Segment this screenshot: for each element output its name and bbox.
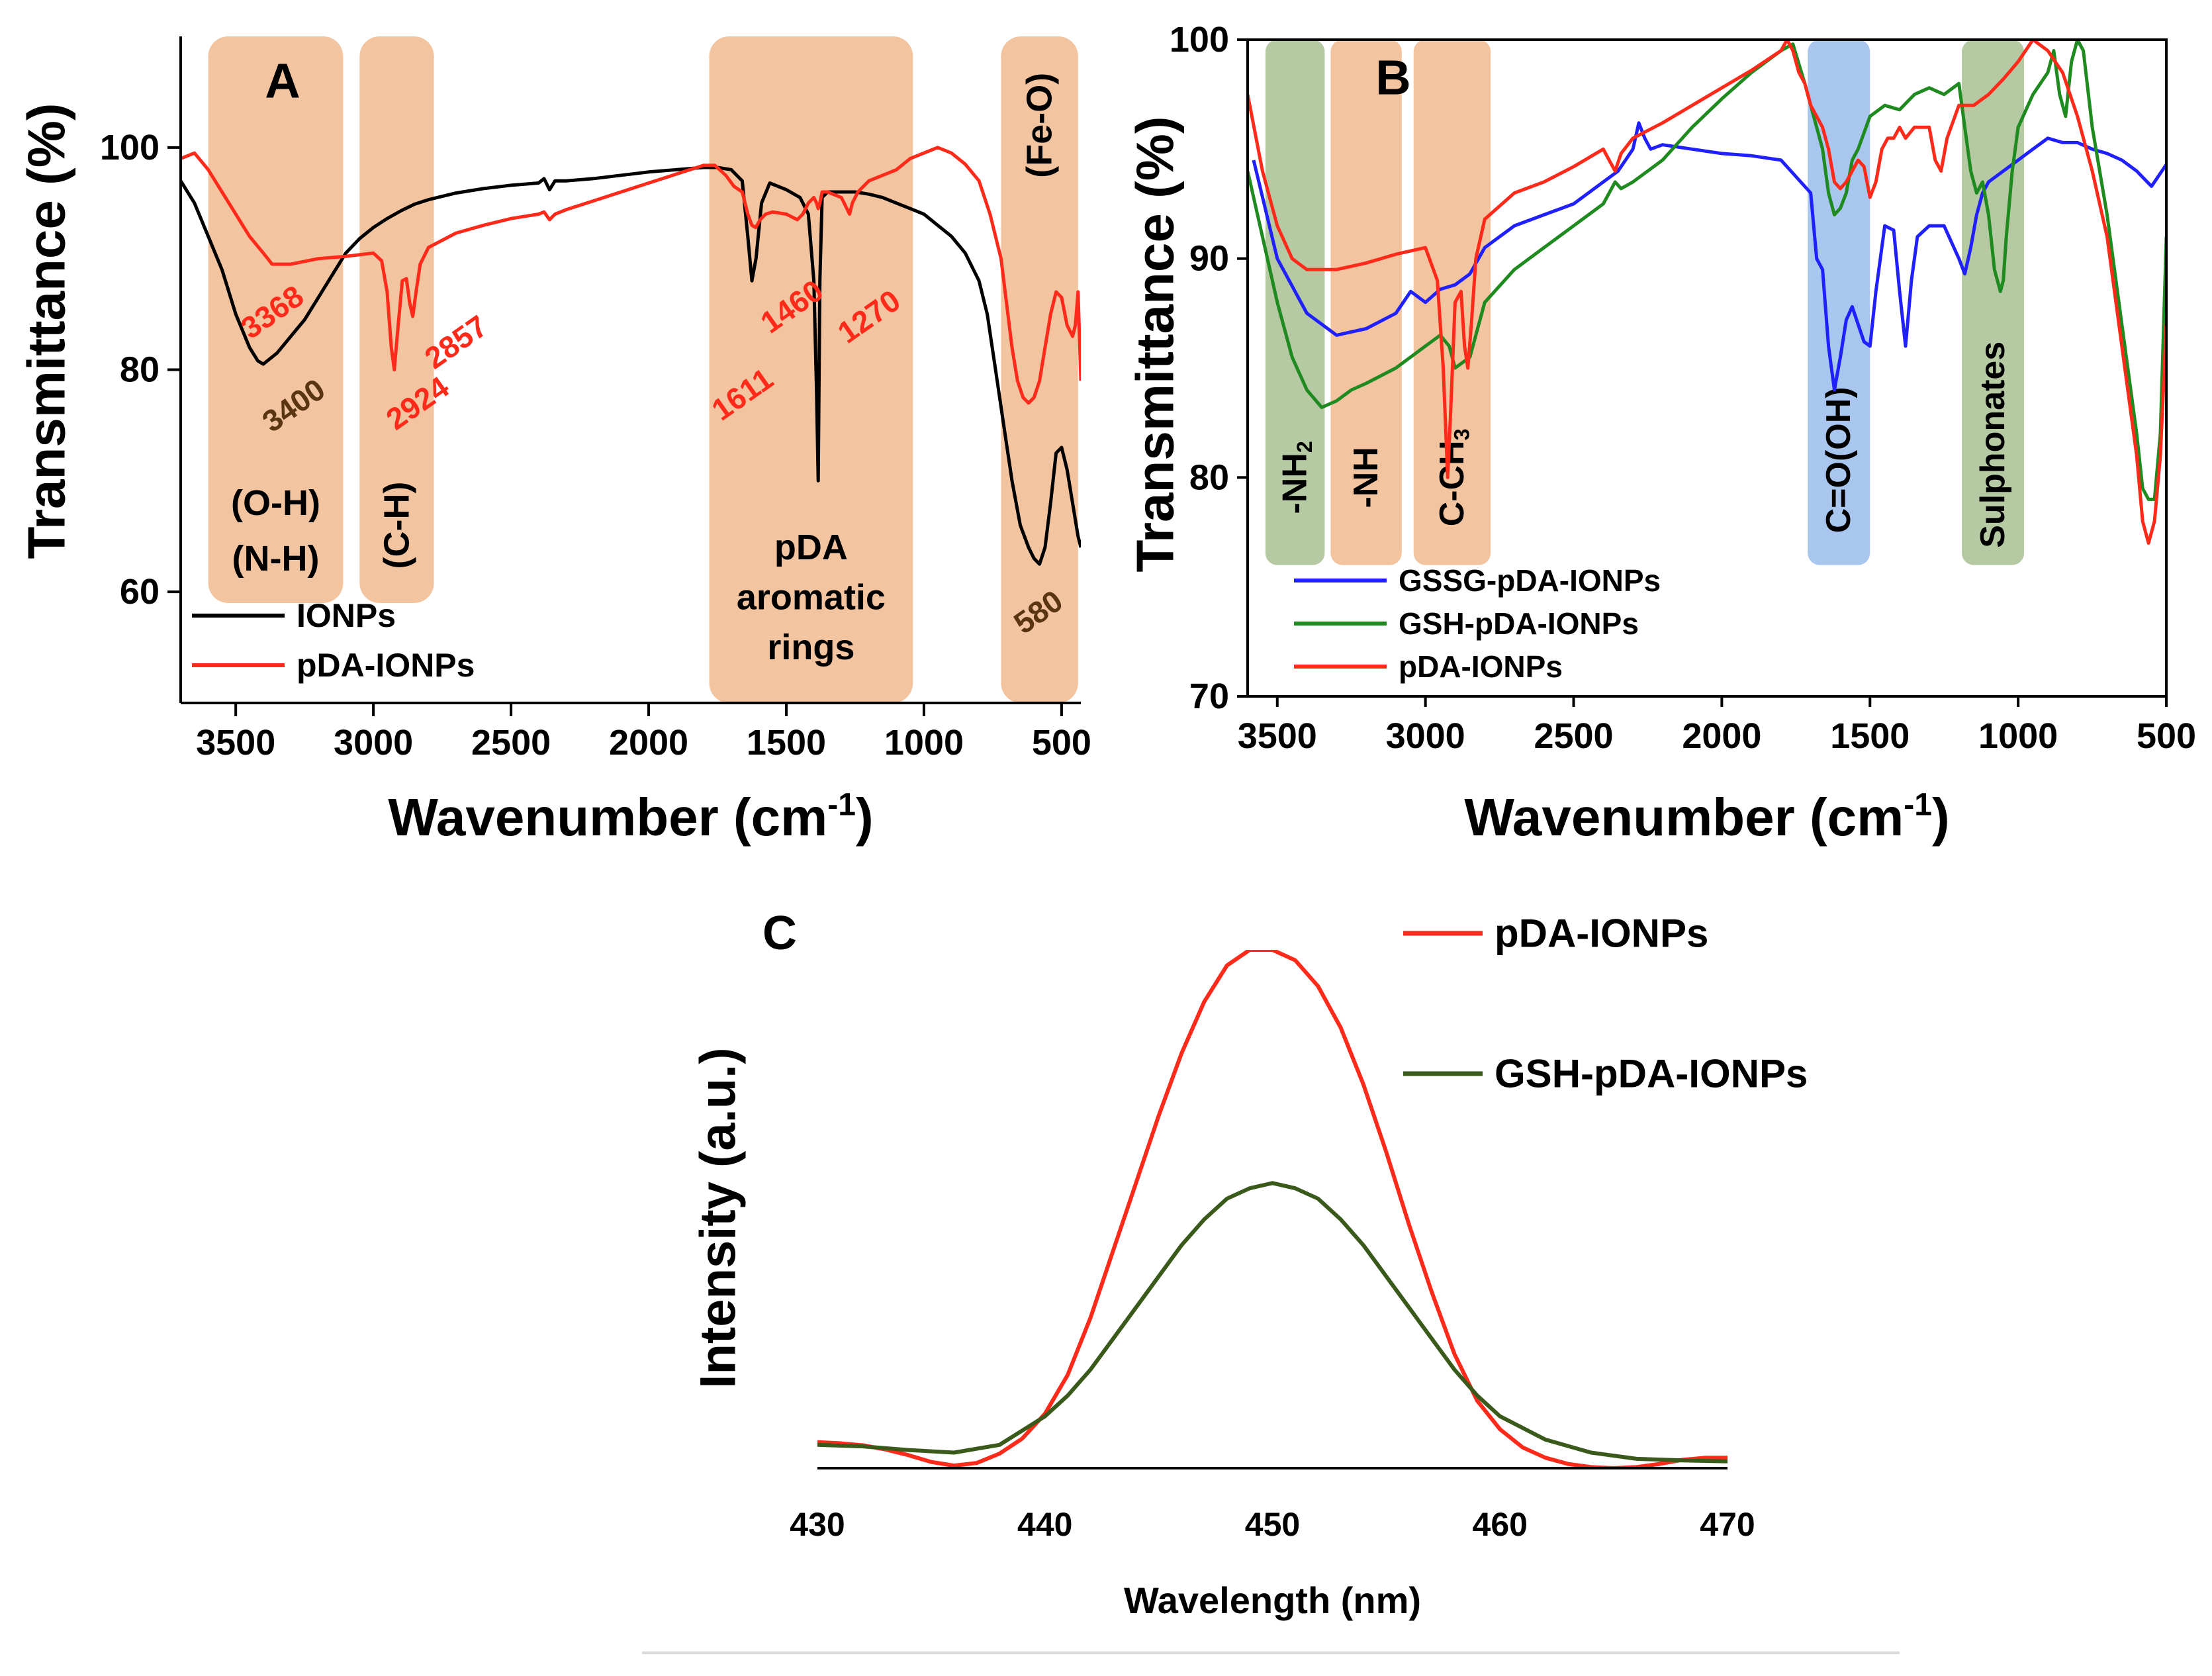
band-label-text-4: Sulphonates (1974, 342, 2012, 548)
x-axis-title-superscript: -1 (1904, 788, 1932, 823)
series-line-red-0 (817, 950, 1728, 1468)
x-tick-label-1: 440 (1017, 1506, 1072, 1543)
y-tick-label-2: 90 (1189, 239, 1229, 279)
band-2 (1413, 40, 1491, 565)
x-tick-label-2: 2500 (1534, 716, 1613, 756)
band-label-text-3: C=O(OH) (1820, 387, 1858, 533)
band-label-2: C-CH3 (1433, 428, 1474, 526)
x-tick-label-3: 460 (1473, 1506, 1528, 1543)
y-tick-label-3: 100 (1170, 20, 1229, 60)
band-label-3: C=O(OH) (1820, 387, 1858, 533)
y-tick-label-1: 80 (1189, 457, 1229, 497)
band-label-text-1: -NH (1347, 447, 1385, 508)
band-label-2-0: pDA (774, 528, 848, 567)
legend-label-0: pDA-IONPs (1495, 911, 1708, 956)
x-tick-label-3: 2000 (1682, 716, 1761, 756)
y-tick-label-1: 80 (120, 350, 160, 390)
y-tick-label-0: 60 (120, 572, 160, 612)
band-label-subscript-2: 3 (1450, 428, 1474, 440)
panel-letter: A (265, 54, 300, 109)
band-label-text-2: C-CH (1433, 440, 1471, 526)
x-axis-title-text: Wavenumber (cm (388, 788, 827, 847)
x-tick-label-1: 3000 (1386, 716, 1465, 756)
band-1 (1330, 40, 1402, 565)
x-tick-label-1: 3000 (334, 723, 413, 763)
band-4 (1962, 40, 2025, 565)
x-tick-label-0: 3500 (196, 723, 275, 763)
x-axis-title-text: Wavelength (nm) (1124, 1579, 1421, 1621)
y-tick-label-2: 100 (100, 128, 160, 167)
x-tick-label-4: 1500 (747, 723, 826, 763)
legend-label-1: GSH-pDA-IONPs (1399, 606, 1639, 641)
y-tick-label-0: 70 (1189, 676, 1229, 716)
series-line-red-2 (1248, 40, 2166, 545)
band-label-2-1: aromatic (737, 578, 886, 618)
legend-label-0: IONPs (297, 597, 396, 634)
x-tick-label-6: 500 (2137, 716, 2196, 756)
band-label-2-2: rings (767, 628, 854, 667)
x-tick-label-4: 470 (1700, 1506, 1755, 1543)
x-axis-title-text: Wavenumber (cm (1464, 788, 1904, 847)
legend-label-1: GSH-pDA-IONPs (1495, 1052, 1808, 1096)
band-label-text-3: (Fe-O) (1020, 73, 1060, 178)
x-axis-title: Wavenumber (cm-1) (1464, 788, 1949, 847)
x-tick-label-2: 2500 (471, 723, 551, 763)
x-tick-label-4: 1500 (1830, 716, 1910, 756)
panel-c: 430 440 450 460 470 Wavelength (nm) Intensity … (690, 907, 1808, 1621)
x-tick-label-5: 1000 (884, 723, 964, 763)
panel-letter: C (762, 907, 797, 960)
x-tick-label-0: 430 (790, 1506, 845, 1543)
band-0 (208, 36, 344, 603)
band-3 (1808, 40, 1870, 565)
x-axis-title-close: ) (856, 788, 874, 847)
x-tick-label-5: 1000 (1978, 716, 2058, 756)
band-label-subscript-0: 2 (1293, 441, 1316, 453)
series-line-darkgreen-1 (817, 1181, 1728, 1464)
panel-a: (O-H) (N-H) (C-H) pDA aromatic rings (Fe-O) 350… (17, 36, 1091, 847)
band-label-1: -NH (1347, 447, 1385, 508)
band-label-0-0: (O-H) (231, 483, 320, 523)
band-0 (1265, 40, 1325, 565)
band-label-0: -NH2 (1276, 441, 1317, 514)
y-axis-title: Transmittance (%) (1126, 116, 1185, 572)
x-tick-label-6: 500 (1032, 723, 1091, 763)
panel-letter: B (1375, 50, 1410, 105)
series-line-red-1 (181, 146, 1081, 405)
x-tick-label-0: 3500 (1238, 716, 1317, 756)
legend-label-0: GSSG-pDA-IONPs (1399, 563, 1661, 598)
y-axis-title: Intensity (a.u.) (690, 1047, 747, 1388)
band-label-3: (Fe-O) (1020, 73, 1060, 178)
x-axis-title-close: ) (1932, 788, 1950, 847)
band-label-1: (C-H) (377, 481, 416, 569)
band-label-text-1: (C-H) (377, 481, 416, 569)
band-label-4: Sulphonates (1974, 342, 2012, 548)
series-line-black-0 (181, 165, 1081, 566)
x-axis-title: Wavelength (nm) (1124, 1579, 1421, 1621)
x-tick-label-3: 2000 (609, 723, 688, 763)
y-axis-title: Transmittance (%) (17, 103, 76, 559)
band-label-0-1: (N-H) (232, 539, 320, 579)
x-axis-title-superscript: -1 (827, 788, 856, 823)
x-tick-label-2: 450 (1245, 1506, 1300, 1543)
x-axis-title: Wavenumber (cm-1) (388, 788, 873, 847)
legend-label-2: pDA-IONPs (1399, 649, 1563, 684)
legend-label-1: pDA-IONPs (297, 647, 475, 684)
band-label-text-0: -NH (1276, 453, 1314, 514)
band-3 (1001, 36, 1078, 703)
band-1 (359, 36, 434, 603)
plot-frame (1246, 38, 2168, 698)
